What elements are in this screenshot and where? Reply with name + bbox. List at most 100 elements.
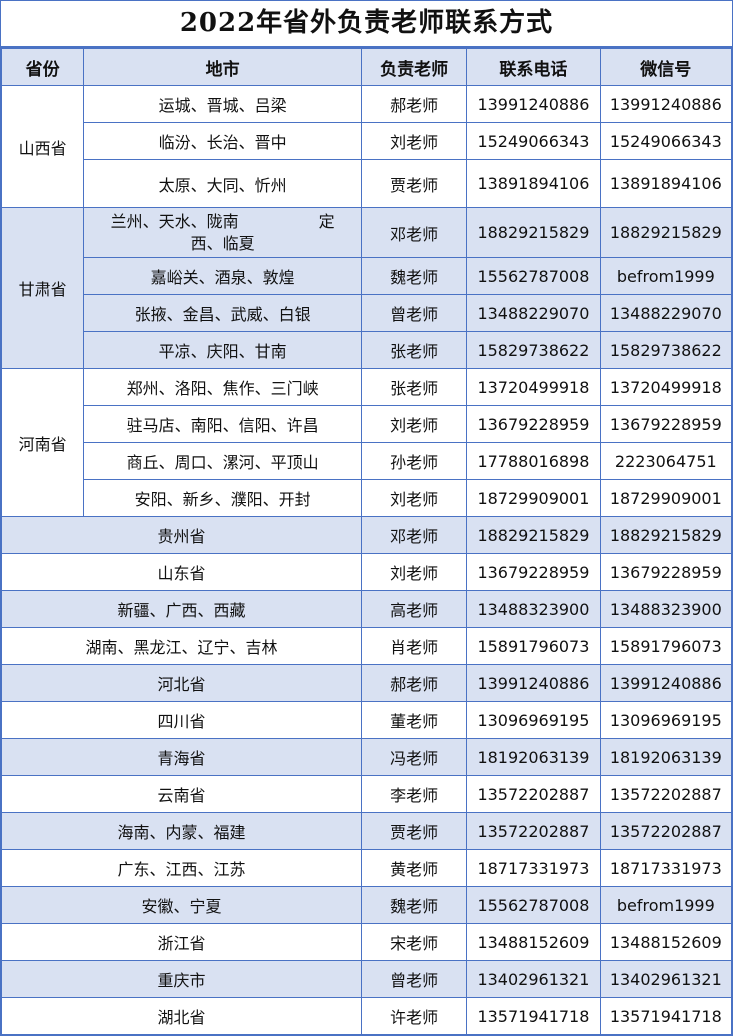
cities-cell: 太原、大同、忻州 xyxy=(83,159,362,208)
table-row: 山东省 刘老师 13679228959 13679228959 xyxy=(1,553,733,591)
wechat-cell: 13679228959 xyxy=(599,405,733,443)
cities-cell: 驻马店、南阳、信阳、许昌 xyxy=(83,405,362,443)
wechat-cell: 13991240886 xyxy=(599,664,733,702)
table-row: 张掖、金昌、武威、白银 曾老师 13488229070 13488229070 xyxy=(2,294,733,332)
teacher-cell: 邓老师 xyxy=(360,207,468,258)
wechat-cell: 13572202887 xyxy=(599,812,733,850)
phone-cell: 13991240886 xyxy=(466,664,601,702)
teacher-cell: 李老师 xyxy=(360,775,468,813)
phone-cell: 15562787008 xyxy=(466,886,601,924)
phone-cell: 15249066343 xyxy=(466,122,601,160)
teacher-cell: 许老师 xyxy=(360,997,468,1035)
table-row: 新疆、广西、西藏 高老师 13488323900 13488323900 xyxy=(1,590,733,628)
wechat-cell: befrom1999 xyxy=(599,257,733,295)
table-row: 安徽、宁夏 魏老师 15562787008 befrom1999 xyxy=(1,886,733,924)
teacher-cell: 曾老师 xyxy=(360,960,468,998)
region-cell: 海南、内蒙、福建 xyxy=(1,812,362,850)
wechat-cell: 15829738622 xyxy=(599,331,733,369)
region-cell: 广东、江西、江苏 xyxy=(1,849,362,887)
teacher-cell: 黄老师 xyxy=(360,849,468,887)
contact-table: 省份 地市 负责老师 联系电话 微信号 山西省 运城、晋城、吕梁 郝老师 139912… xyxy=(0,48,733,1035)
teacher-cell: 魏老师 xyxy=(360,886,468,924)
phone-cell: 13572202887 xyxy=(466,775,601,813)
table-row: 河北省 郝老师 13991240886 13991240886 xyxy=(1,664,733,702)
header-teacher: 负责老师 xyxy=(360,48,468,86)
phone-cell: 18717331973 xyxy=(466,849,601,887)
table-row: 重庆市 曾老师 13402961321 13402961321 xyxy=(1,960,733,998)
wechat-cell: 15891796073 xyxy=(599,627,733,665)
wechat-cell: 13572202887 xyxy=(599,775,733,813)
teacher-cell: 肖老师 xyxy=(360,627,468,665)
teacher-cell: 贾老师 xyxy=(360,159,468,208)
wechat-cell: 18717331973 xyxy=(599,849,733,887)
table-row: 湖南、黑龙江、辽宁、吉林 肖老师 15891796073 15891796073 xyxy=(1,627,733,665)
header-city: 地市 xyxy=(83,48,362,86)
cities-cell: 郑州、洛阳、焦作、三门峡 xyxy=(83,368,362,406)
phone-cell: 13720499918 xyxy=(466,368,601,406)
table-row: 商丘、周口、漯河、平顶山 孙老师 17788016898 2223064751 xyxy=(2,442,733,480)
table-row: 广东、江西、江苏 黄老师 18717331973 18717331973 xyxy=(1,849,733,887)
phone-cell: 13488323900 xyxy=(466,590,601,628)
table-row: 海南、内蒙、福建 贾老师 13572202887 13572202887 xyxy=(1,812,733,850)
cities-cell: 兰州、天水、陇南 定西、临夏 xyxy=(83,207,362,258)
phone-cell: 13991240886 xyxy=(466,85,601,123)
teacher-cell: 郝老师 xyxy=(360,85,468,123)
wechat-cell: befrom1999 xyxy=(599,886,733,924)
teacher-cell: 刘老师 xyxy=(360,122,468,160)
phone-cell: 13891894106 xyxy=(466,159,601,208)
table-row: 甘肃省 兰州、天水、陇南 定西、临夏 邓老师 18829215829 188292158… xyxy=(0,207,733,369)
phone-cell: 18829215829 xyxy=(466,207,601,258)
teacher-cell: 刘老师 xyxy=(360,405,468,443)
wechat-cell: 15249066343 xyxy=(599,122,733,160)
phone-cell: 18192063139 xyxy=(466,738,601,776)
teacher-cell: 张老师 xyxy=(360,368,468,406)
wechat-cell: 13488152609 xyxy=(599,923,733,961)
teacher-cell: 曾老师 xyxy=(360,294,468,332)
phone-cell: 13096969195 xyxy=(466,701,601,739)
table-row: 太原、大同、忻州 贾老师 13891894106 13891894106 xyxy=(2,159,733,208)
region-cell: 湖北省 xyxy=(1,997,362,1035)
phone-cell: 17788016898 xyxy=(466,442,601,480)
cities-cell: 商丘、周口、漯河、平顶山 xyxy=(83,442,362,480)
teacher-cell: 郝老师 xyxy=(360,664,468,702)
region-cell: 湖南、黑龙江、辽宁、吉林 xyxy=(1,627,362,665)
teacher-cell: 刘老师 xyxy=(360,479,468,517)
table-row: 四川省 董老师 13096969195 13096969195 xyxy=(1,701,733,739)
region-cell: 河北省 xyxy=(1,664,362,702)
phone-cell: 15562787008 xyxy=(466,257,601,295)
cities-cell: 张掖、金昌、武威、白银 xyxy=(83,294,362,332)
phone-cell: 15829738622 xyxy=(466,331,601,369)
wechat-cell: 13991240886 xyxy=(599,85,733,123)
region-cell: 新疆、广西、西藏 xyxy=(1,590,362,628)
teacher-cell: 刘老师 xyxy=(360,553,468,591)
province-cell: 山西省 xyxy=(0,85,85,208)
region-cell: 四川省 xyxy=(1,701,362,739)
teacher-cell: 邓老师 xyxy=(360,516,468,554)
table-row: 贵州省 邓老师 18829215829 18829215829 xyxy=(1,516,733,554)
table-body: 山西省 运城、晋城、吕梁 郝老师 13991240886 13991240886 临汾、长… xyxy=(0,85,733,1035)
cities-cell: 嘉峪关、酒泉、敦煌 xyxy=(83,257,362,295)
cities-cell: 平凉、庆阳、甘南 xyxy=(83,331,362,369)
table-row: 湖北省 许老师 13571941718 13571941718 xyxy=(1,997,733,1035)
wechat-cell: 18192063139 xyxy=(599,738,733,776)
phone-cell: 18729909001 xyxy=(466,479,601,517)
table-row: 平凉、庆阳、甘南 张老师 15829738622 15829738622 xyxy=(2,331,733,369)
teacher-cell: 贾老师 xyxy=(360,812,468,850)
teacher-cell: 张老师 xyxy=(360,331,468,369)
teacher-cell: 高老师 xyxy=(360,590,468,628)
cities-cell: 运城、晋城、吕梁 xyxy=(83,85,362,123)
phone-cell: 13679228959 xyxy=(466,405,601,443)
province-cell: 河南省 xyxy=(0,368,85,517)
table-row: 浙江省 宋老师 13488152609 13488152609 xyxy=(1,923,733,961)
wechat-cell: 18729909001 xyxy=(599,479,733,517)
table-row: 安阳、新乡、濮阳、开封 刘老师 18729909001 18729909001 xyxy=(2,479,733,517)
wechat-cell: 13891894106 xyxy=(599,159,733,208)
wechat-cell: 13679228959 xyxy=(599,553,733,591)
phone-cell: 15891796073 xyxy=(466,627,601,665)
cities-cell: 临汾、长治、晋中 xyxy=(83,122,362,160)
region-cell: 山东省 xyxy=(1,553,362,591)
teacher-cell: 孙老师 xyxy=(360,442,468,480)
table-row: 山西省 运城、晋城、吕梁 郝老师 13991240886 13991240886 xyxy=(0,85,733,208)
region-cell: 青海省 xyxy=(1,738,362,776)
